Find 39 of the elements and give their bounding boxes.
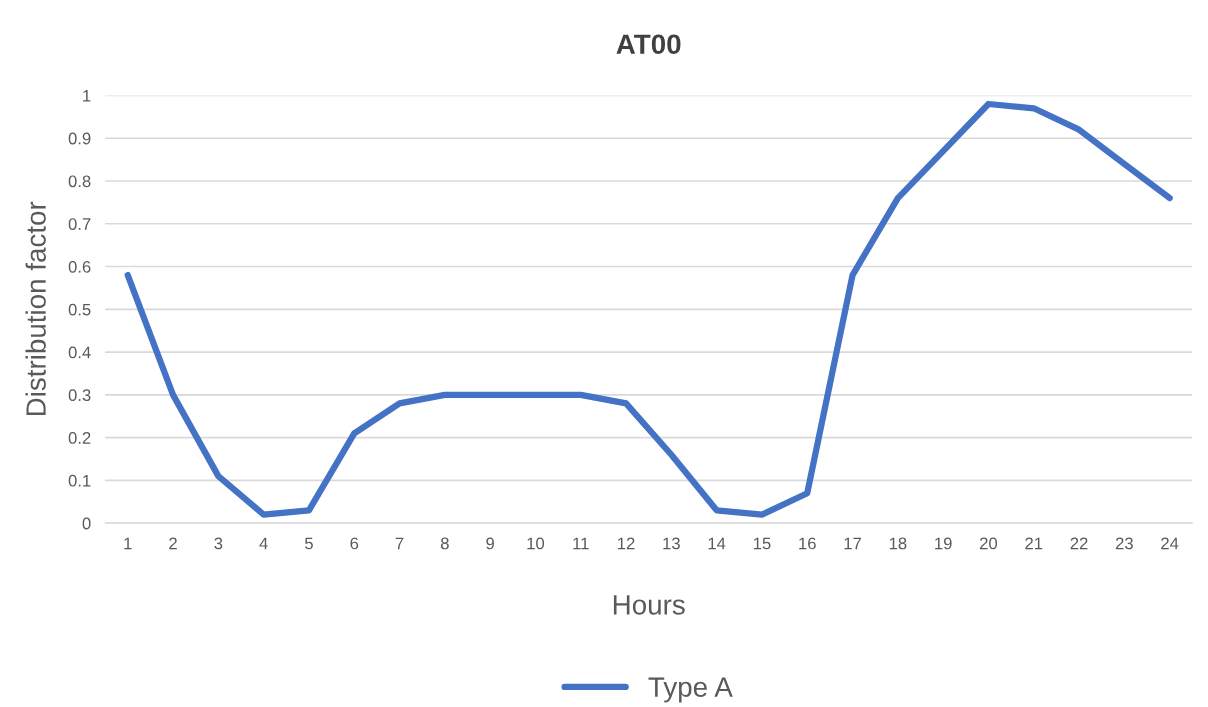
x-tick-label: 16	[799, 537, 816, 550]
x-tick-label: 13	[663, 537, 680, 550]
x-tick-label: 15	[753, 537, 771, 550]
x-tick-label: 3	[214, 537, 223, 550]
x-tick-label: 12	[618, 537, 635, 550]
x-tick-label: 23	[1115, 537, 1133, 550]
x-tick-label: 9	[486, 537, 494, 550]
x-tick-label: 11	[573, 537, 589, 550]
x-tick-label: 10	[527, 537, 545, 550]
x-axis-title: Hours	[613, 595, 685, 615]
x-tick-label: 4	[259, 537, 268, 550]
y-tick-label: 0.1	[68, 474, 91, 487]
x-tick-label: 19	[935, 537, 952, 550]
x-tick-label: 1	[124, 537, 132, 550]
x-tick-label: 14	[708, 537, 726, 550]
y-tick-label: 0.7	[68, 218, 91, 230]
legend-label: Type A	[648, 677, 733, 703]
y-tick-label: 0.6	[68, 260, 91, 273]
x-tick-label: 2	[169, 537, 177, 550]
y-tick-label: 0.9	[68, 132, 91, 145]
x-tick-label: 24	[1161, 537, 1179, 550]
x-tick-label: 5	[304, 537, 313, 550]
x-tick-label: 17	[844, 537, 861, 550]
x-tick-label: 7	[395, 537, 404, 550]
chart-title: AT00	[616, 34, 681, 55]
x-tick-label: 22	[1070, 537, 1088, 550]
y-axis-title: Distribution factor	[25, 201, 46, 416]
y-tick-label: 0.4	[68, 346, 91, 359]
y-tick-label: 1	[83, 90, 91, 102]
y-tick-label: 0.3	[68, 389, 91, 402]
x-tick-label: 6	[350, 537, 359, 550]
y-tick-label: 0.2	[68, 432, 91, 444]
y-tick-label: 0	[82, 517, 91, 530]
y-tick-label: 0.5	[68, 303, 91, 316]
x-tick-label: 20	[980, 537, 998, 550]
x-tick-label: 18	[889, 537, 907, 550]
x-tick-label: 21	[1025, 537, 1043, 550]
y-tick-label: 0.8	[68, 175, 91, 188]
x-tick-label: 8	[440, 537, 449, 550]
